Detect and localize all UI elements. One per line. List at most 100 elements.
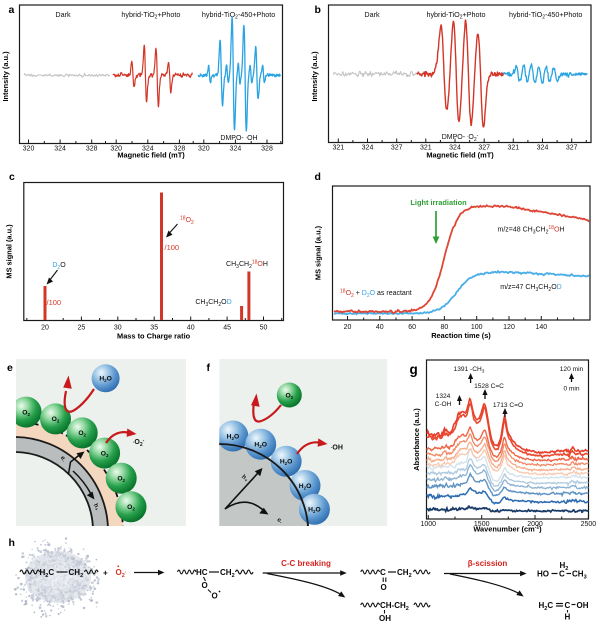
svg-text:Dark: Dark [55, 10, 71, 19]
svg-text:80: 80 [441, 324, 449, 331]
svg-text:hybrid-TiO2+Photo: hybrid-TiO2+Photo [426, 10, 485, 21]
svg-text:1713 C=O: 1713 C=O [493, 402, 523, 409]
svg-text:CH2: CH2 [69, 568, 84, 579]
svg-text:40: 40 [187, 324, 195, 331]
svg-text:H2O: H2O [308, 507, 321, 514]
svg-text:40: 40 [376, 324, 384, 331]
svg-text:m/z=48 CH3CH218OH: m/z=48 CH3CH218OH [498, 225, 565, 235]
svg-text:CH3: CH3 [572, 570, 587, 581]
svg-text:H2C: H2C [539, 601, 554, 612]
svg-text:45: 45 [223, 324, 231, 331]
svg-text:H2: H2 [560, 561, 569, 572]
svg-text:h: h [9, 537, 15, 549]
svg-text:c: c [9, 171, 15, 183]
svg-text:β-scission: β-scission [468, 559, 508, 568]
svg-text:1500: 1500 [474, 521, 490, 528]
svg-text:CH2: CH2 [220, 568, 235, 579]
svg-text:320: 320 [198, 146, 210, 153]
svg-text:O2: O2 [101, 450, 109, 458]
svg-text:Wavenumber (cm-1): Wavenumber (cm-1) [473, 525, 542, 534]
svg-text:327: 327 [566, 145, 578, 152]
svg-text:321: 321 [332, 145, 344, 152]
svg-text:+: + [103, 569, 108, 578]
svg-text:b: b [315, 4, 321, 16]
svg-text:H2C: H2C [40, 568, 55, 579]
svg-text:CH3CH218OH: CH3CH218OH [226, 260, 268, 270]
svg-text:e: e [7, 362, 13, 374]
svg-text:320: 320 [110, 146, 122, 153]
svg-text:HO: HO [537, 570, 549, 579]
svg-text:e-: e- [59, 455, 67, 463]
svg-text:324: 324 [362, 145, 374, 152]
svg-text:Reaction time (s): Reaction time (s) [431, 331, 491, 340]
svg-text:hybrid-TiO2-450+Photo: hybrid-TiO2-450+Photo [202, 10, 275, 21]
svg-text:H: H [565, 613, 571, 622]
svg-text:120 min: 120 min [560, 366, 584, 373]
svg-text:18O2: 18O2 [180, 216, 194, 226]
svg-text:m/z=47 CH3CH2OD: m/z=47 CH3CH2OD [500, 284, 561, 293]
svg-text:HC: HC [196, 568, 208, 577]
svg-text:C: C [380, 568, 386, 577]
svg-text:1000: 1000 [421, 521, 437, 528]
svg-text:O: O [381, 583, 387, 592]
svg-text:Magnetic field (mT): Magnetic field (mT) [117, 151, 185, 160]
svg-text:C-OH: C-OH [435, 401, 452, 408]
svg-text:d: d [315, 171, 321, 183]
svg-text:/100: /100 [165, 243, 180, 252]
svg-text:MS signal (a.u.): MS signal (a.u.) [5, 224, 14, 279]
svg-text:0 min: 0 min [563, 386, 579, 393]
svg-text:O: O [202, 581, 208, 590]
svg-text:O2: O2 [285, 392, 293, 400]
svg-text:1324: 1324 [436, 393, 451, 400]
svg-text:h+: h+ [240, 474, 249, 483]
svg-text:H2O: H2O [299, 483, 312, 491]
svg-text:O2: O2 [52, 416, 60, 424]
svg-text:H2O: H2O [99, 376, 112, 384]
svg-text:O2: O2 [127, 504, 135, 512]
svg-text:Intensity (a.u.): Intensity (a.u.) [1, 51, 10, 102]
svg-text:2500: 2500 [581, 521, 597, 528]
svg-text:DMPO- .OH: DMPO- .OH [220, 134, 257, 142]
svg-text:324: 324 [230, 146, 242, 153]
svg-text:Light irradiation: Light irradiation [410, 198, 467, 207]
svg-text:327: 327 [391, 145, 403, 152]
svg-text:2000: 2000 [527, 521, 543, 528]
svg-text:D2O: D2O [52, 262, 66, 271]
svg-text:Absorbance (a.u.): Absorbance (a.u.) [412, 408, 421, 471]
svg-text:35: 35 [150, 324, 158, 331]
svg-text:321: 321 [507, 145, 519, 152]
svg-text:H2O: H2O [280, 459, 293, 467]
svg-text:OH: OH [379, 614, 391, 623]
svg-text:hybrid-TiO2+Photo: hybrid-TiO2+Photo [121, 10, 180, 21]
svg-text:324: 324 [449, 145, 461, 152]
svg-text:324: 324 [142, 146, 154, 153]
svg-text:328: 328 [86, 146, 98, 153]
svg-text:CH-CH2: CH-CH2 [380, 601, 409, 612]
svg-text:hybrid-TiO2-450+Photo: hybrid-TiO2-450+Photo [509, 10, 582, 21]
svg-text:324: 324 [537, 145, 549, 152]
svg-text:g: g [410, 362, 418, 377]
svg-text:20: 20 [344, 324, 352, 331]
svg-text:1528 C=C: 1528 C=C [474, 383, 504, 390]
svg-text:C: C [559, 570, 565, 579]
svg-text:25: 25 [78, 324, 86, 331]
svg-text:1391 -CH3: 1391 -CH3 [454, 366, 485, 375]
svg-text:DMPO- .O2-: DMPO- .O2- [442, 133, 479, 143]
svg-text:OH: OH [577, 601, 589, 610]
svg-text:C: C [565, 601, 571, 610]
svg-text:327: 327 [478, 145, 490, 152]
svg-text:H2O: H2O [227, 433, 240, 441]
svg-text:/100: /100 [47, 298, 62, 307]
svg-text:321: 321 [420, 145, 432, 152]
svg-text:60: 60 [408, 324, 416, 331]
svg-text:Dark: Dark [364, 10, 380, 19]
svg-text:Magnetic field (mT): Magnetic field (mT) [426, 151, 494, 160]
svg-text:a: a [9, 4, 15, 16]
svg-text:320: 320 [23, 146, 35, 153]
svg-text:f: f [207, 362, 211, 374]
svg-text:e-: e- [276, 517, 283, 525]
svg-text:h+: h+ [91, 503, 100, 512]
svg-text:O2.: O2. [116, 568, 127, 579]
svg-text:O2: O2 [22, 409, 30, 417]
svg-text:O: O [212, 592, 218, 601]
